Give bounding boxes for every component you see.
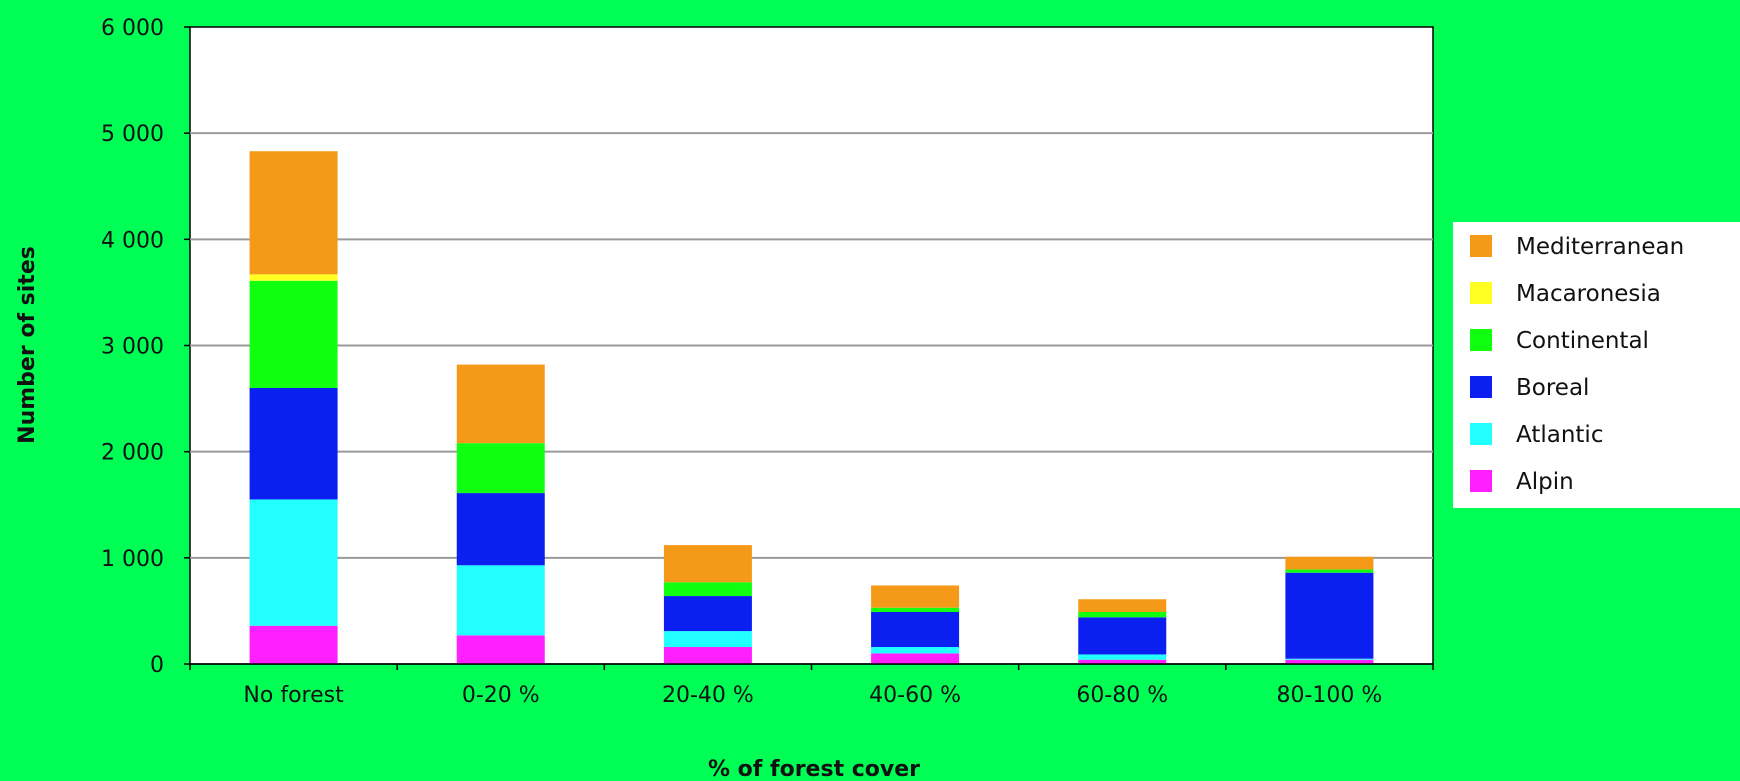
- bar-segment-mediterranean: [456, 364, 545, 444]
- y-tick-label: 6 000: [101, 16, 164, 41]
- bar-segment-mediterranean: [249, 151, 338, 275]
- bar-segment-atlantic: [249, 499, 338, 626]
- legend-label-mediterranean: Mediterranean: [1516, 234, 1684, 260]
- bar-segment-boreal: [871, 611, 960, 648]
- bar-segment-continental: [871, 607, 960, 612]
- legend-label-continental: Continental: [1516, 328, 1649, 354]
- bar-segment-continental: [456, 443, 545, 494]
- x-tick-label: 0-20 %: [462, 683, 540, 708]
- bar-segment-alpin: [456, 635, 545, 664]
- bar-segment-atlantic: [871, 647, 960, 654]
- bar-segment-alpin: [1078, 659, 1167, 664]
- bar-segment-atlantic: [1078, 654, 1167, 660]
- bar-segment-mediterranean: [1078, 599, 1167, 612]
- bar-segment-mediterranean: [1285, 556, 1374, 570]
- legend-label-boreal: Boreal: [1516, 375, 1589, 401]
- bar-segment-mediterranean: [871, 585, 960, 608]
- bar-segment-boreal: [663, 596, 752, 632]
- bar-segment-boreal: [1285, 572, 1374, 659]
- bar-segment-alpin: [663, 647, 752, 664]
- bar-segment-boreal: [1078, 617, 1167, 655]
- bar-segment-alpin: [1285, 659, 1374, 664]
- y-tick-label: 1 000: [101, 547, 164, 572]
- y-tick-label: 0: [150, 653, 164, 678]
- y-tick-label: 3 000: [101, 335, 164, 360]
- x-axis-title: % of forest cover: [708, 757, 920, 781]
- legend-label-alpin: Alpin: [1516, 469, 1574, 495]
- y-tick-label: 2 000: [101, 441, 164, 466]
- bar-segment-alpin: [871, 653, 960, 664]
- bar-segment-alpin: [249, 625, 338, 664]
- bar-segment-boreal: [249, 387, 338, 500]
- legend-swatch-atlantic: [1470, 423, 1492, 445]
- x-tick-label: 20-40 %: [662, 683, 754, 708]
- x-tick-label: 60-80 %: [1076, 683, 1168, 708]
- legend-label-atlantic: Atlantic: [1516, 422, 1603, 448]
- y-tick-label: 4 000: [101, 228, 164, 253]
- x-tick-label: No forest: [243, 683, 344, 708]
- bar-segment-continental: [1285, 569, 1374, 573]
- bar-segment-macaronesia: [249, 274, 338, 281]
- bar-segment-atlantic: [456, 565, 545, 636]
- bar-segment-atlantic: [663, 631, 752, 648]
- bar-segment-continental: [663, 582, 752, 597]
- bar-segment-continental: [1078, 611, 1167, 618]
- x-tick-label: 40-60 %: [869, 683, 961, 708]
- gridlines: [190, 132, 1433, 559]
- bars: [249, 151, 1374, 664]
- y-axis-title: Number of sites: [15, 246, 40, 444]
- bar-segment-mediterranean: [663, 545, 752, 583]
- legend-swatch-mediterranean: [1470, 235, 1492, 257]
- y-tick-label: 5 000: [101, 122, 164, 147]
- legend: Mediterranean Macaronesia Continental Borea…: [1453, 222, 1740, 508]
- x-tick-label: 80-100 %: [1277, 683, 1383, 708]
- legend-swatch-alpin: [1470, 470, 1492, 492]
- legend-swatch-boreal: [1470, 376, 1492, 398]
- bar-segment-atlantic: [1285, 658, 1374, 660]
- bar-segment-continental: [249, 280, 338, 388]
- legend-box: [1453, 222, 1740, 508]
- legend-label-macaronesia: Macaronesia: [1516, 281, 1661, 307]
- legend-swatch-macaronesia: [1470, 282, 1492, 304]
- legend-swatch-continental: [1470, 329, 1492, 351]
- axes: 0 1 000 2 000 3 000 4 000 5 000 6 000 No forest…: [101, 16, 1434, 708]
- bar-segment-boreal: [456, 493, 545, 566]
